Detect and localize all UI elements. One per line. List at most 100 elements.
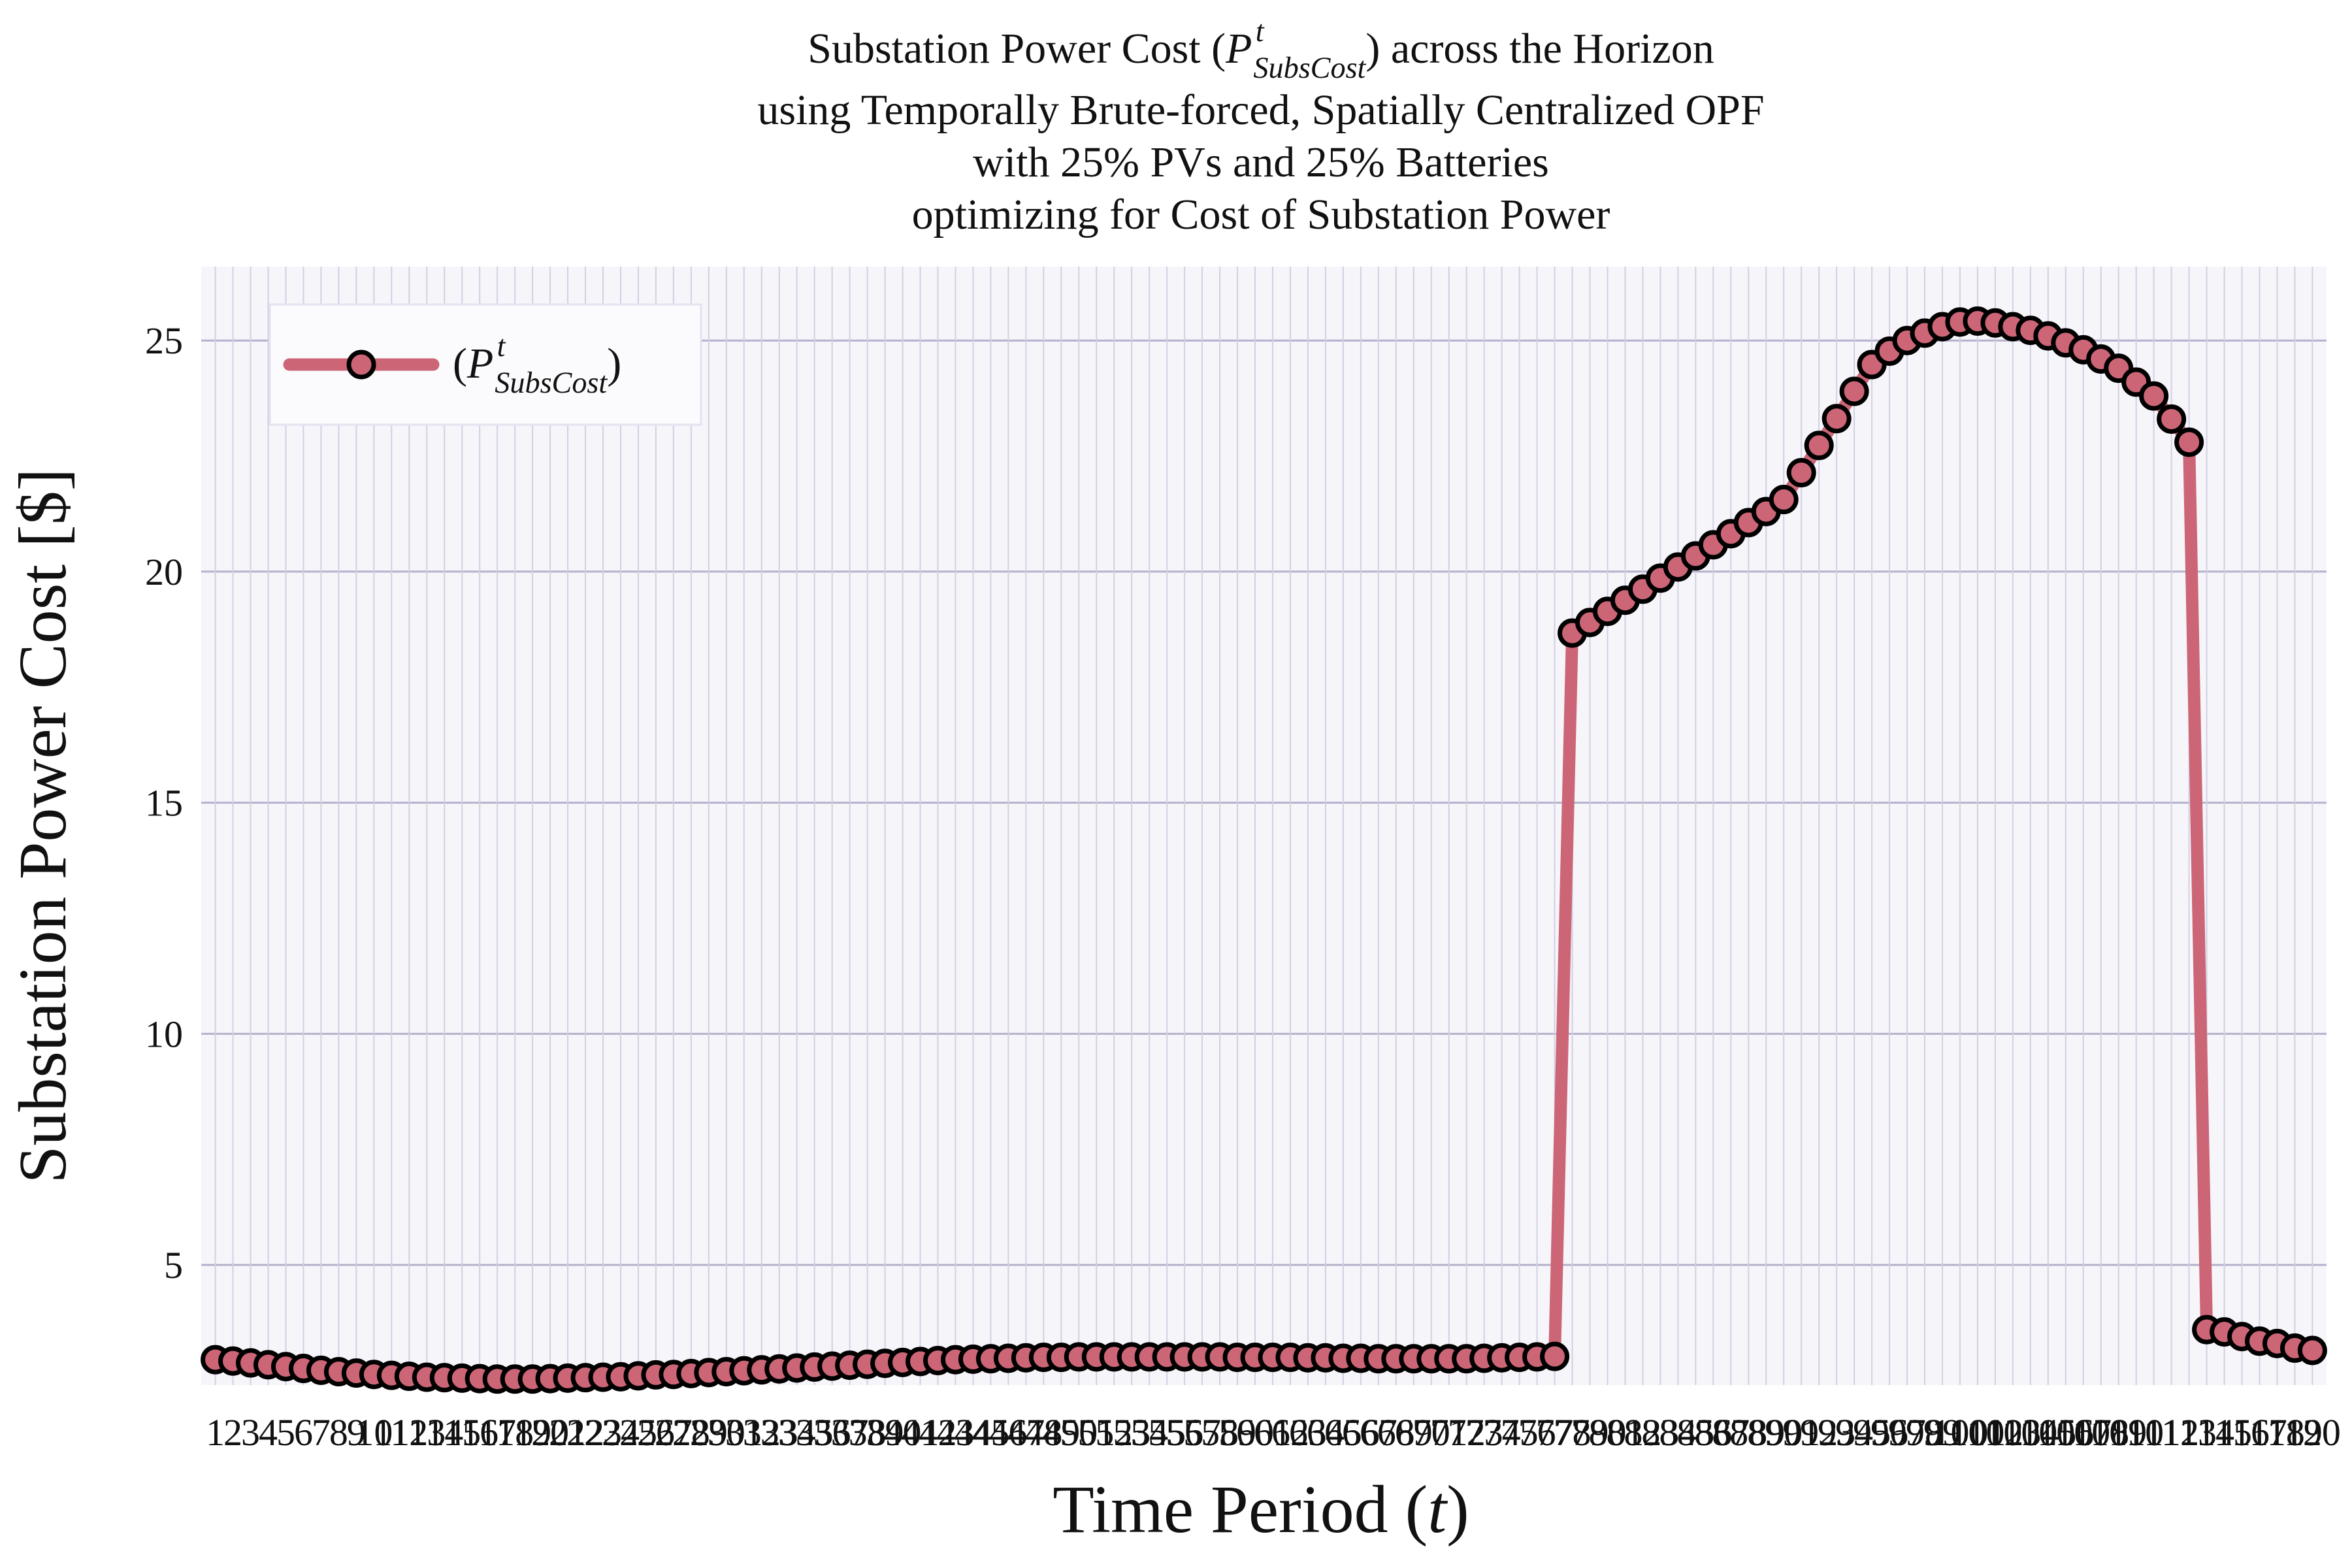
x-tick-label: 28 xyxy=(672,1411,710,1454)
x-tick-label: 27 xyxy=(655,1411,693,1454)
x-tick-label: 96 xyxy=(1870,1411,1908,1454)
x-tick-label: 46 xyxy=(989,1411,1027,1454)
x-tick-label: 99 xyxy=(1923,1411,1961,1454)
x-tick-label: 36 xyxy=(813,1411,851,1454)
marker xyxy=(2174,427,2204,457)
x-tick-label: 103 xyxy=(1984,1411,2041,1454)
x-tick-label: 12 xyxy=(390,1411,428,1454)
x-tick-label: 42 xyxy=(919,1411,956,1454)
x-tick-label: 85 xyxy=(1676,1411,1714,1454)
text-part: ) xyxy=(607,340,621,387)
text-part: ) xyxy=(1446,1472,1469,1547)
x-tick-label: 72 xyxy=(1448,1411,1486,1454)
marker xyxy=(2139,381,2169,411)
math-sub: SubsCost xyxy=(1253,51,1366,84)
x-tick-label: 89 xyxy=(1747,1411,1785,1454)
marker xyxy=(1804,431,1834,461)
math-sup: t xyxy=(1256,14,1265,48)
x-tick-label: 63 xyxy=(1289,1411,1327,1454)
x-tick-label: 102 xyxy=(1967,1411,2023,1454)
x-tick-label: 13 xyxy=(408,1411,446,1454)
x-tick-label: 98 xyxy=(1906,1411,1944,1454)
x-tick-label: 19 xyxy=(514,1411,551,1454)
x-tick-label: 33 xyxy=(760,1411,798,1454)
x-tick-label: 64 xyxy=(1307,1411,1345,1454)
x-tick-label: 78 xyxy=(1554,1411,1592,1454)
y-tick-label: 10 xyxy=(145,1013,183,1055)
x-tick-label: 68 xyxy=(1377,1411,1415,1454)
marker xyxy=(1786,458,1816,488)
x-tick-label: 38 xyxy=(849,1411,887,1454)
x-tick-label: 25 xyxy=(619,1411,657,1454)
x-tick-label: 75 xyxy=(1501,1411,1539,1454)
x-tick-label: 120 xyxy=(2284,1411,2341,1454)
x-tick-label: 92 xyxy=(1800,1411,1838,1454)
math-sub: SubsCost xyxy=(495,366,608,399)
math-symbol: t xyxy=(1428,1472,1448,1547)
rich-text: Time Period (t) xyxy=(1053,1472,1469,1547)
x-tick-label: 21 xyxy=(549,1411,587,1454)
x-tick-label: 77 xyxy=(1536,1411,1574,1454)
text-part: Time Period ( xyxy=(1053,1472,1428,1547)
x-tick-label: 65 xyxy=(1324,1411,1362,1454)
x-tick-label: 6 xyxy=(294,1411,313,1454)
x-tick-label: 94 xyxy=(1835,1411,1873,1454)
x-tick-label: 51 xyxy=(1077,1411,1115,1454)
chart-title: using Temporally Brute-forced, Spatially… xyxy=(757,86,1764,134)
math-symbol: P xyxy=(466,340,493,387)
x-tick-label: 24 xyxy=(602,1411,640,1454)
math-symbol: P xyxy=(1225,25,1252,73)
y-tick-label: 25 xyxy=(145,319,183,362)
x-tick-label: 50 xyxy=(1060,1411,1098,1454)
x-tick-label: 49 xyxy=(1042,1411,1080,1454)
x-tick-label: 109 xyxy=(2090,1411,2147,1454)
x-tick-label: 101 xyxy=(1949,1411,2006,1454)
x-tick-label: 52 xyxy=(1095,1411,1133,1454)
x-tick-label: 48 xyxy=(1024,1411,1062,1454)
x-tick-label: 107 xyxy=(2055,1411,2112,1454)
x-tick-label: 61 xyxy=(1254,1411,1292,1454)
x-tick-label: 104 xyxy=(2002,1411,2059,1454)
x-tick-label: 97 xyxy=(1888,1411,1926,1454)
chart-title: optimizing for Cost of Substation Power xyxy=(912,191,1610,238)
x-tick-label: 32 xyxy=(743,1411,781,1454)
x-tick-label: 118 xyxy=(2249,1411,2305,1454)
x-tick-label: 20 xyxy=(531,1411,569,1454)
x-tick-label: 15 xyxy=(443,1411,481,1454)
x-tick-label: 87 xyxy=(1712,1411,1750,1454)
x-tick-label: 114 xyxy=(2179,1411,2234,1454)
x-tick-label: 9 xyxy=(347,1411,366,1454)
x-tick-label: 34 xyxy=(778,1411,816,1454)
x-tick-label: 54 xyxy=(1130,1411,1168,1454)
x-tick-label: 23 xyxy=(584,1411,622,1454)
text-part: ) across the Horizon xyxy=(1365,25,1714,73)
x-tick-label: 3 xyxy=(241,1411,260,1454)
x-tick-label: 16 xyxy=(461,1411,498,1454)
text-part: ( xyxy=(453,340,467,387)
math-sup: t xyxy=(497,329,506,363)
x-tick-label: 111 xyxy=(2127,1411,2181,1454)
x-tick-label: 18 xyxy=(496,1411,534,1454)
x-tick-label: 44 xyxy=(954,1411,992,1454)
x-tick-label: 47 xyxy=(1007,1411,1045,1454)
plot-area xyxy=(201,267,2327,1385)
y-tick-label: 20 xyxy=(145,551,183,593)
x-tick-label: 41 xyxy=(902,1411,939,1454)
x-tick-label: 117 xyxy=(2232,1411,2287,1454)
x-tick-label: 66 xyxy=(1342,1411,1380,1454)
x-tick-label: 30 xyxy=(708,1411,745,1454)
x-tick-label: 76 xyxy=(1518,1411,1556,1454)
x-tick-label: 62 xyxy=(1271,1411,1309,1454)
x-tick-label: 55 xyxy=(1148,1411,1186,1454)
chart-title: with 25% PVs and 25% Batteries xyxy=(973,139,1549,186)
x-tick-label: 40 xyxy=(884,1411,922,1454)
x-tick-label: 90 xyxy=(1765,1411,1803,1454)
x-tick-label: 88 xyxy=(1729,1411,1767,1454)
marker xyxy=(1540,1341,1570,1371)
x-tick-label: 56 xyxy=(1166,1411,1203,1454)
x-tick-label: 37 xyxy=(831,1411,869,1454)
marker xyxy=(2297,1335,2327,1365)
x-tick-label: 67 xyxy=(1360,1411,1397,1454)
x-tick-label: 53 xyxy=(1113,1411,1151,1454)
